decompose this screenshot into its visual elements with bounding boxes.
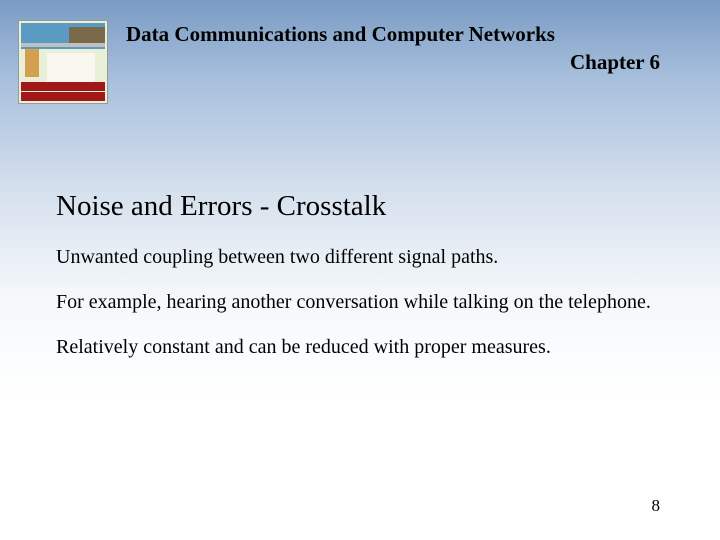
slide-title: Noise and Errors - Crosstalk: [56, 190, 660, 223]
slide-content: Noise and Errors - Crosstalk Unwanted co…: [56, 190, 660, 380]
body-paragraph: Unwanted coupling between two different …: [56, 245, 660, 270]
course-title: Data Communications and Computer Network…: [126, 20, 700, 48]
page-number: 8: [652, 496, 661, 516]
chapter-label: Chapter 6: [126, 48, 700, 76]
slide-header: Data Communications and Computer Network…: [18, 20, 700, 104]
book-cover-icon: [18, 20, 108, 104]
slide: Data Communications and Computer Network…: [0, 0, 720, 540]
body-paragraph: Relatively constant and can be reduced w…: [56, 335, 660, 360]
body-paragraph: For example, hearing another conversatio…: [56, 290, 660, 315]
header-text-block: Data Communications and Computer Network…: [126, 20, 700, 77]
